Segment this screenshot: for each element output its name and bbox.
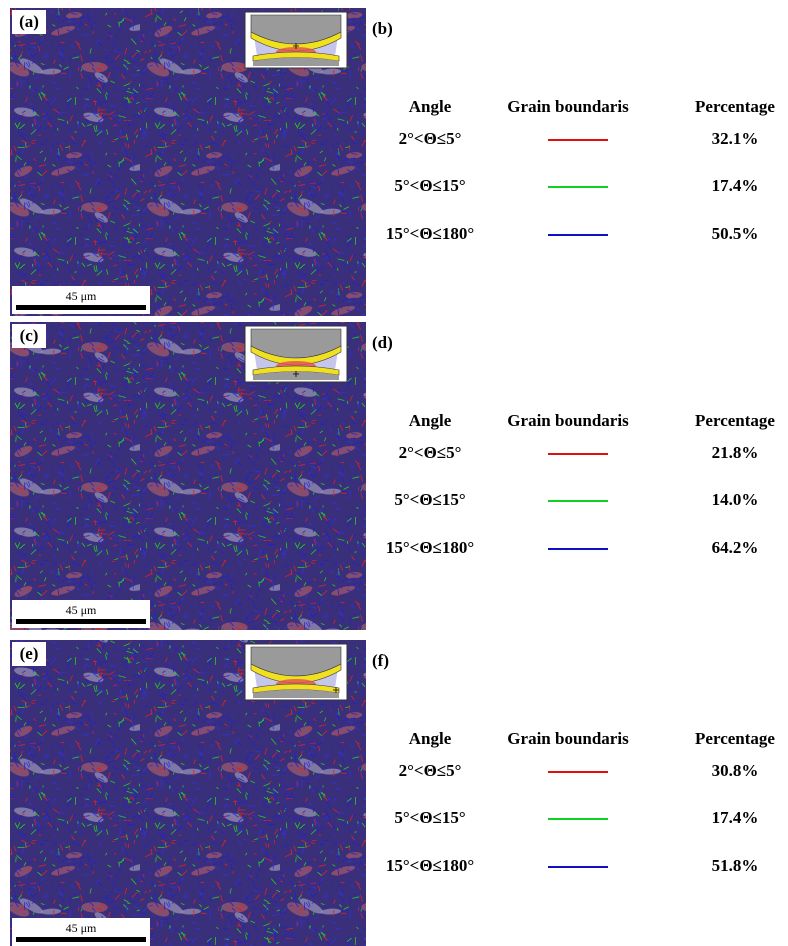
table-header: Percentage [695, 729, 775, 748]
scale-bar [16, 937, 146, 942]
angle-cell: 15°<Θ≤180° [386, 538, 474, 557]
image-label: (c) [20, 326, 39, 345]
weld-inset [245, 644, 347, 700]
panel-row: (a) 45 μm (b) Angle Grain boundaris Percentag… [10, 8, 775, 316]
table-label: (f) [372, 651, 389, 670]
table-label: (b) [372, 19, 393, 38]
table-label: (d) [372, 333, 393, 352]
scale-label: 45 μm [66, 921, 97, 935]
table-header: Angle [409, 729, 452, 748]
table-header: Angle [409, 97, 452, 116]
scale-label: 45 μm [66, 289, 97, 303]
percentage-cell: 30.8% [712, 761, 759, 780]
percentage-cell: 17.4% [712, 176, 759, 195]
panel-row: (e) 45 μm (f) Angle Grain boundaris Percentag… [10, 640, 775, 946]
angle-cell: 2°<Θ≤5° [399, 761, 462, 780]
figure: (a) 45 μm (b) Angle Grain boundaris Percentag… [0, 0, 788, 946]
angle-cell: 15°<Θ≤180° [386, 224, 474, 243]
percentage-cell: 21.8% [712, 443, 759, 462]
percentage-cell: 17.4% [712, 808, 759, 827]
scale-bar [16, 619, 146, 624]
angle-cell: 5°<Θ≤15° [394, 490, 465, 509]
table-header: Angle [409, 411, 452, 430]
table-header: Grain boundaris [507, 97, 629, 116]
table-header: Percentage [695, 97, 775, 116]
scale-label: 45 μm [66, 603, 97, 617]
angle-cell: 2°<Θ≤5° [399, 129, 462, 148]
scale-bar [16, 305, 146, 310]
angle-cell: 15°<Θ≤180° [386, 856, 474, 875]
table-header: Percentage [695, 411, 775, 430]
image-label: (a) [19, 12, 39, 31]
percentage-cell: 50.5% [712, 224, 759, 243]
image-label: (e) [20, 644, 39, 663]
table-header: Grain boundaris [507, 411, 629, 430]
percentage-cell: 32.1% [712, 129, 759, 148]
percentage-cell: 51.8% [712, 856, 759, 875]
percentage-cell: 64.2% [712, 538, 759, 557]
percentage-cell: 14.0% [712, 490, 759, 509]
weld-inset [245, 12, 347, 68]
table-header: Grain boundaris [507, 729, 629, 748]
angle-cell: 5°<Θ≤15° [394, 808, 465, 827]
weld-inset [245, 326, 347, 382]
panel-row: (c) 45 μm (d) Angle Grain boundaris Percentag… [10, 322, 775, 630]
angle-cell: 5°<Θ≤15° [394, 176, 465, 195]
angle-cell: 2°<Θ≤5° [399, 443, 462, 462]
